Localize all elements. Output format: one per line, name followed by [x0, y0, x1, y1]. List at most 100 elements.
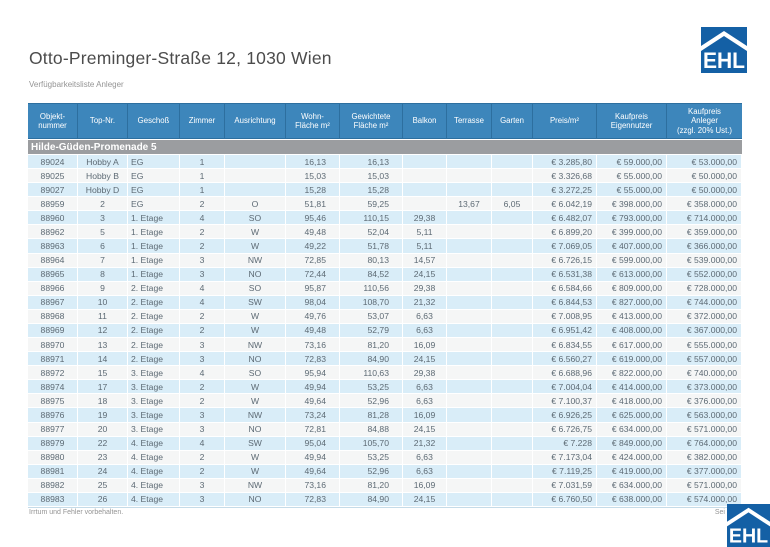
- cell-objektnummer: 88962: [28, 225, 78, 240]
- cell-preis_m2: € 6.688,96: [533, 366, 597, 381]
- cell-balkon: 6,63: [403, 464, 447, 479]
- cell-gewichtete_flaeche: 53,25: [340, 380, 403, 395]
- cell-geschoss: 1. Etage: [128, 253, 180, 268]
- cell-gewichtete_flaeche: 110,56: [340, 281, 403, 296]
- cell-wohnflaeche: 73,16: [286, 338, 340, 353]
- cell-ausrichtung: W: [225, 309, 286, 324]
- cell-ausrichtung: W: [225, 450, 286, 465]
- cell-terrasse: [447, 436, 492, 451]
- cell-balkon: 16,09: [403, 478, 447, 493]
- cell-ausrichtung: W: [225, 239, 286, 254]
- cell-ausrichtung: NW: [225, 408, 286, 423]
- cell-preis_m2: € 6.482,07: [533, 211, 597, 226]
- cell-garten: [492, 366, 533, 381]
- cell-kaufpreis_eigennutzer: € 413.000,00: [597, 309, 667, 324]
- cell-wohnflaeche: 95,94: [286, 366, 340, 381]
- cell-kaufpreis_eigennutzer: € 418.000,00: [597, 394, 667, 409]
- table-row: 88969 12 2. Etage 2 W 49,48 52,79 6,63 € 6.951,4…: [28, 323, 742, 339]
- cell-garten: [492, 225, 533, 240]
- cell-terrasse: [447, 394, 492, 409]
- cell-zimmer: 1: [180, 155, 225, 170]
- table-body: 89024 Hobby A EG 1 16,13 16,13 € 3.285,80 € 59.…: [28, 155, 742, 508]
- cell-zimmer: 2: [180, 239, 225, 254]
- cell-terrasse: [447, 366, 492, 381]
- cell-balkon: 16,09: [403, 338, 447, 353]
- footer-page-label: Sei: [714, 509, 725, 516]
- cell-gewichtete_flaeche: 110,15: [340, 211, 403, 226]
- cell-ausrichtung: NW: [225, 478, 286, 493]
- cell-kaufpreis_anleger: € 358.000,00: [667, 197, 742, 212]
- cell-kaufpreis_eigennutzer: € 424.000,00: [597, 450, 667, 465]
- cell-balkon: 24,15: [403, 422, 447, 437]
- cell-garten: [492, 267, 533, 282]
- cell-gewichtete_flaeche: 81,20: [340, 478, 403, 493]
- ehl-logo-icon: EHL: [701, 27, 747, 73]
- cell-zimmer: 3: [180, 422, 225, 437]
- cell-zimmer: 2: [180, 380, 225, 395]
- cell-balkon: 16,09: [403, 408, 447, 423]
- cell-gewichtete_flaeche: 15,28: [340, 183, 403, 198]
- cell-garten: [492, 295, 533, 310]
- cell-preis_m2: € 6.834,55: [533, 338, 597, 353]
- table-row: 88982 25 4. Etage 3 NW 73,16 81,20 16,09 € 7.031…: [28, 478, 742, 493]
- cell-kaufpreis_eigennutzer: € 638.000,00: [597, 492, 667, 507]
- cell-preis_m2: € 6.726,15: [533, 253, 597, 268]
- cell-ausrichtung: [225, 183, 286, 198]
- cell-ausrichtung: W: [225, 464, 286, 479]
- cell-zimmer: 4: [180, 436, 225, 451]
- cell-terrasse: [447, 478, 492, 493]
- cell-objektnummer: 88980: [28, 450, 78, 465]
- table-header-row: Objekt- nummer Top-Nr. Geschoß Zimmer Ausric…: [28, 103, 742, 139]
- cell-kaufpreis_eigennutzer: € 419.000,00: [597, 464, 667, 479]
- cell-objektnummer: 88975: [28, 394, 78, 409]
- cell-top_nr: 6: [78, 239, 128, 254]
- cell-garten: 6,05: [492, 197, 533, 212]
- cell-kaufpreis_anleger: € 557.000,00: [667, 352, 742, 367]
- cell-gewichtete_flaeche: 108,70: [340, 295, 403, 310]
- cell-objektnummer: 88976: [28, 408, 78, 423]
- cell-ausrichtung: SO: [225, 211, 286, 226]
- cell-terrasse: [447, 408, 492, 423]
- cell-balkon: 29,38: [403, 281, 447, 296]
- cell-kaufpreis_anleger: € 552.000,00: [667, 267, 742, 282]
- cell-terrasse: [447, 492, 492, 507]
- cell-kaufpreis_anleger: € 571.000,00: [667, 478, 742, 493]
- cell-garten: [492, 352, 533, 367]
- cell-zimmer: 3: [180, 408, 225, 423]
- cell-zimmer: 1: [180, 183, 225, 198]
- cell-kaufpreis_eigennutzer: € 613.000,00: [597, 267, 667, 282]
- cell-garten: [492, 169, 533, 184]
- cell-preis_m2: € 3.272,25: [533, 183, 597, 198]
- table-row: 88960 3 1. Etage 4 SO 95,46 110,15 29,38 € 6.482…: [28, 211, 742, 226]
- cell-ausrichtung: SO: [225, 366, 286, 381]
- cell-garten: [492, 338, 533, 353]
- cell-wohnflaeche: 49,94: [286, 380, 340, 395]
- cell-geschoss: 1. Etage: [128, 267, 180, 282]
- cell-wohnflaeche: 49,64: [286, 464, 340, 479]
- cell-balkon: 24,15: [403, 352, 447, 367]
- cell-kaufpreis_eigennutzer: € 55.000,00: [597, 183, 667, 198]
- cell-kaufpreis_anleger: € 740.000,00: [667, 366, 742, 381]
- cell-gewichtete_flaeche: 52,96: [340, 394, 403, 409]
- cell-objektnummer: 88966: [28, 281, 78, 296]
- cell-wohnflaeche: 49,76: [286, 309, 340, 324]
- cell-wohnflaeche: 72,85: [286, 253, 340, 268]
- cell-garten: [492, 436, 533, 451]
- cell-preis_m2: € 6.726,75: [533, 422, 597, 437]
- cell-top_nr: Hobby D: [78, 183, 128, 198]
- cell-gewichtete_flaeche: 53,25: [340, 450, 403, 465]
- cell-wohnflaeche: 49,48: [286, 323, 340, 339]
- cell-kaufpreis_eigennutzer: € 822.000,00: [597, 366, 667, 381]
- table-row: 88966 9 2. Etage 4 SO 95,87 110,56 29,38 € 6.584…: [28, 281, 742, 296]
- cell-terrasse: [447, 309, 492, 324]
- cell-terrasse: [447, 380, 492, 395]
- cell-objektnummer: 88972: [28, 366, 78, 381]
- cell-geschoss: 4. Etage: [128, 436, 180, 451]
- cell-geschoss: 4. Etage: [128, 478, 180, 493]
- cell-garten: [492, 492, 533, 507]
- cell-ausrichtung: [225, 155, 286, 170]
- cell-kaufpreis_anleger: € 376.000,00: [667, 394, 742, 409]
- cell-geschoss: 4. Etage: [128, 450, 180, 465]
- cell-objektnummer: 88971: [28, 352, 78, 367]
- cell-wohnflaeche: 49,22: [286, 239, 340, 254]
